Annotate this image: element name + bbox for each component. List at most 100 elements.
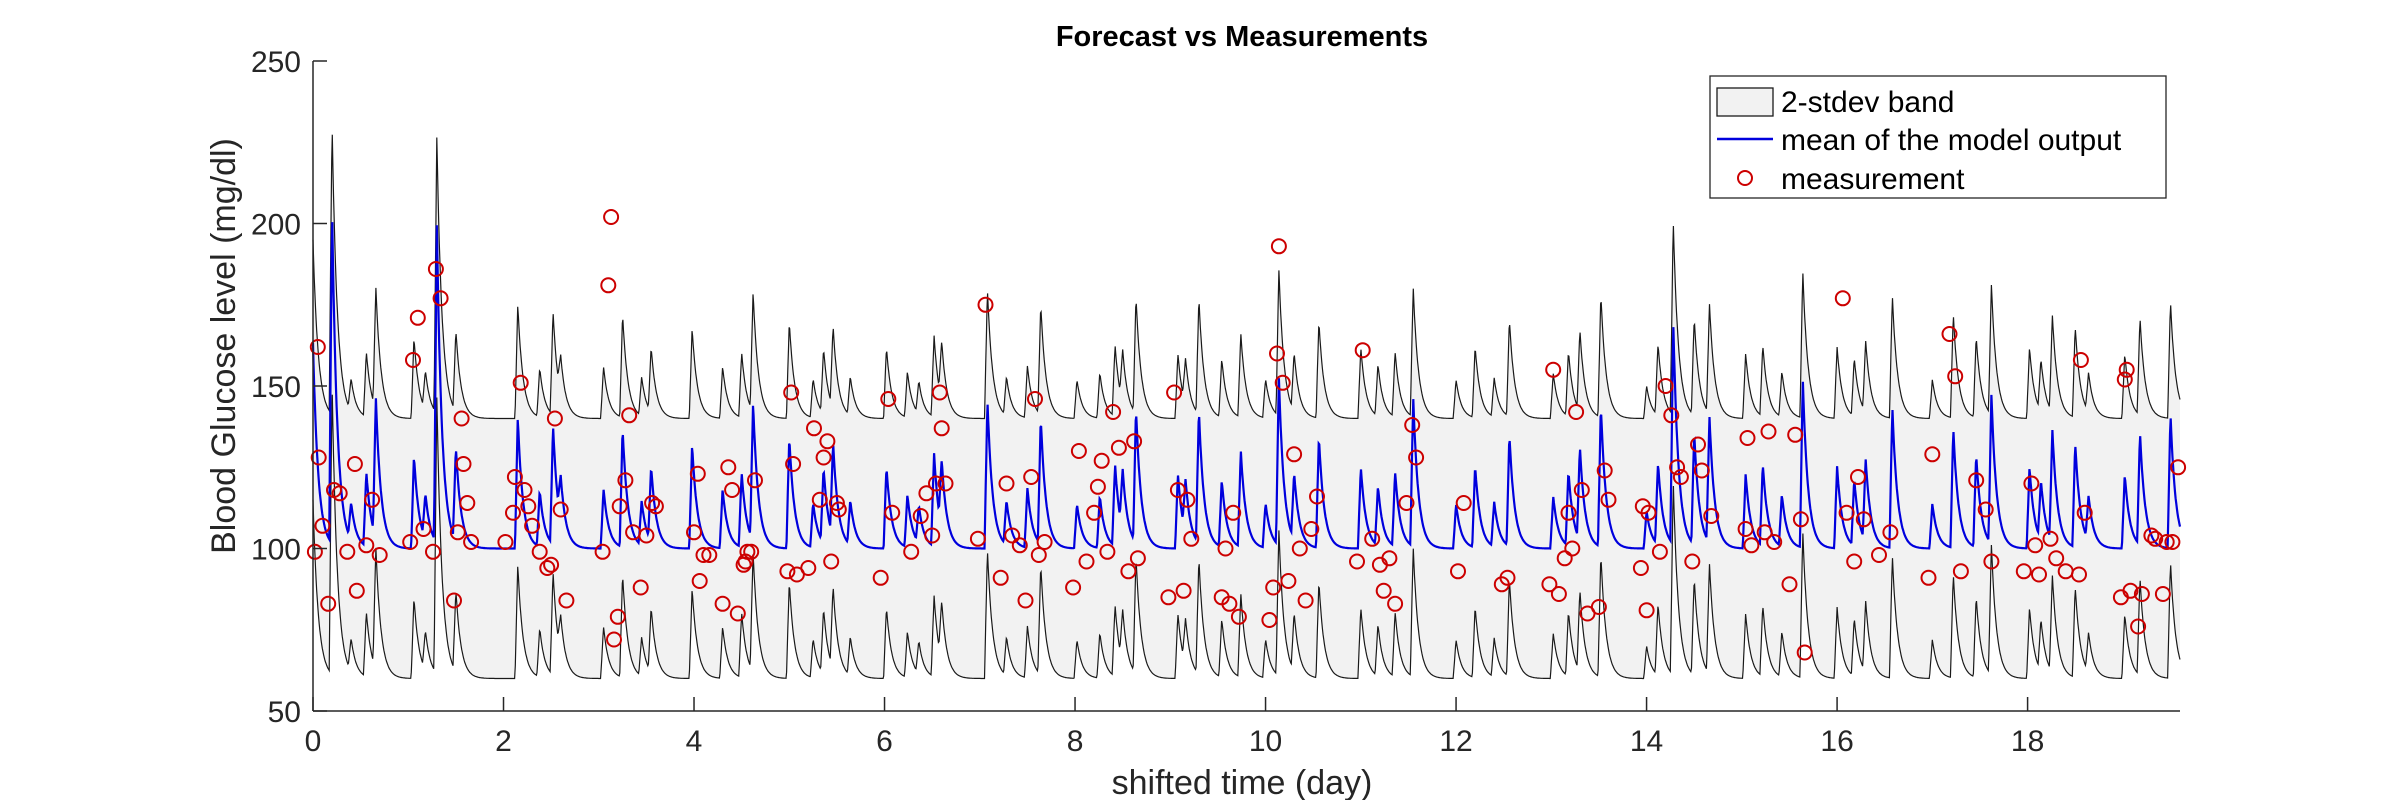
measurement-point — [918, 485, 935, 502]
measurement-point — [1560, 504, 1577, 521]
measurement-point — [1078, 553, 1095, 570]
measurement-point — [1590, 599, 1607, 615]
measurement-point — [632, 579, 649, 596]
mean-layer — [311, 222, 2182, 550]
measurement-point — [1017, 592, 1034, 609]
measurement-point — [1703, 508, 1720, 524]
measurement-point — [2048, 550, 2065, 567]
measurement-point — [977, 296, 994, 313]
measurement-point — [520, 498, 537, 515]
measurement-point — [1632, 560, 1649, 576]
measurement-point — [531, 543, 548, 560]
measurement-point — [310, 449, 327, 466]
measurement-point — [1983, 553, 2000, 570]
measurement-point — [1261, 612, 1278, 628]
measurement-point — [539, 560, 556, 576]
measurement-point — [998, 475, 1015, 492]
measurement-point — [405, 352, 421, 368]
axes-layer: 0 2 4 6 8 10 12 14 16 18 50 100 150 200 250 — [251, 46, 2180, 758]
measurement-point — [1947, 368, 1964, 385]
measurement-point — [2164, 534, 2181, 550]
measurement-point — [432, 290, 449, 307]
measurement-point — [1855, 511, 1872, 528]
measurement-point — [1672, 469, 1689, 485]
measurement-point — [371, 547, 388, 563]
measurement-point — [638, 527, 655, 544]
x-tick-label: 0 — [305, 725, 322, 758]
x-axis-label: shifted time (day) — [1112, 764, 1373, 800]
measurement-point — [1404, 417, 1421, 433]
legend-band-swatch — [1716, 87, 1774, 117]
measurement-point — [1541, 576, 1558, 593]
measurement-point — [1027, 391, 1043, 407]
measurement-point — [1286, 446, 1303, 463]
measurement-point — [937, 475, 954, 492]
measurement-point — [2154, 586, 2171, 602]
measurement-point — [320, 595, 337, 612]
measurement-point — [1968, 472, 1985, 489]
measurement-point — [1105, 404, 1122, 420]
measurement-point — [314, 517, 331, 534]
measurement-point — [1455, 495, 1472, 511]
measurement-point — [1270, 238, 1287, 255]
measurement-point — [2118, 361, 2135, 378]
measurement-point — [644, 495, 661, 511]
measurement-point — [884, 504, 901, 521]
measurement-point — [506, 469, 523, 485]
measurement-point — [621, 407, 638, 424]
band-layer — [312, 134, 2181, 680]
measurement-point — [409, 309, 426, 326]
measurement-point — [346, 456, 363, 472]
measurement-point — [1638, 602, 1655, 619]
measurement-point — [1120, 563, 1137, 580]
measurement-point — [912, 508, 929, 524]
measurement-point — [1920, 569, 1937, 586]
measurement-point — [828, 495, 845, 511]
legend: 2-stdev band mean of the model output me… — [1709, 75, 2167, 199]
measurement-point — [1023, 469, 1040, 485]
measurement-point — [806, 420, 822, 437]
measurement-point — [1099, 543, 1116, 560]
measurement-point — [1381, 550, 1398, 567]
measurement-point — [779, 563, 796, 580]
measurement-point — [358, 537, 375, 554]
measurement-point — [1364, 530, 1381, 547]
measurement-point — [455, 456, 472, 472]
measurement-point — [1398, 495, 1415, 511]
measurement-point — [1669, 459, 1686, 476]
measurement-point — [823, 553, 840, 570]
measurement-point — [446, 592, 462, 609]
measurement-point — [1792, 511, 1809, 528]
measurement-point — [969, 530, 986, 547]
measurement-point — [729, 605, 746, 622]
measurement-point — [1089, 478, 1106, 495]
legend-marker-swatch — [1737, 170, 1753, 186]
measurement-point — [497, 534, 514, 550]
mean-model-line — [311, 222, 2182, 550]
chart-title: Forecast vs Measurements — [1056, 21, 1428, 53]
measurement-point — [1129, 550, 1146, 567]
measurement-point — [1070, 443, 1087, 459]
measurement-point — [1952, 563, 1969, 580]
x-tick-label: 12 — [1439, 725, 1472, 758]
y-tick-label: 100 — [251, 534, 301, 567]
measurement-point — [2170, 459, 2187, 476]
measurement-point — [1030, 547, 1047, 563]
measurement-point — [1175, 582, 1192, 599]
measurement-point — [815, 449, 832, 466]
measurement-point — [1924, 446, 1941, 463]
measurement-point — [348, 582, 365, 599]
measurement-point — [558, 592, 575, 609]
measurement-point — [1093, 452, 1110, 469]
measurement-point — [463, 534, 480, 550]
y-tick-label: 250 — [251, 46, 301, 79]
y-axis-label: Blood Glucose level (mg/dl) — [205, 138, 243, 554]
measurement-point — [931, 384, 948, 401]
measurement-point — [1556, 550, 1573, 567]
measurement-point — [1545, 361, 1562, 378]
measurement-point — [309, 339, 326, 355]
measurement-point — [1349, 553, 1365, 570]
measurement-point — [1387, 595, 1404, 612]
measurement-point — [1651, 543, 1668, 560]
measurement-point — [689, 465, 706, 482]
